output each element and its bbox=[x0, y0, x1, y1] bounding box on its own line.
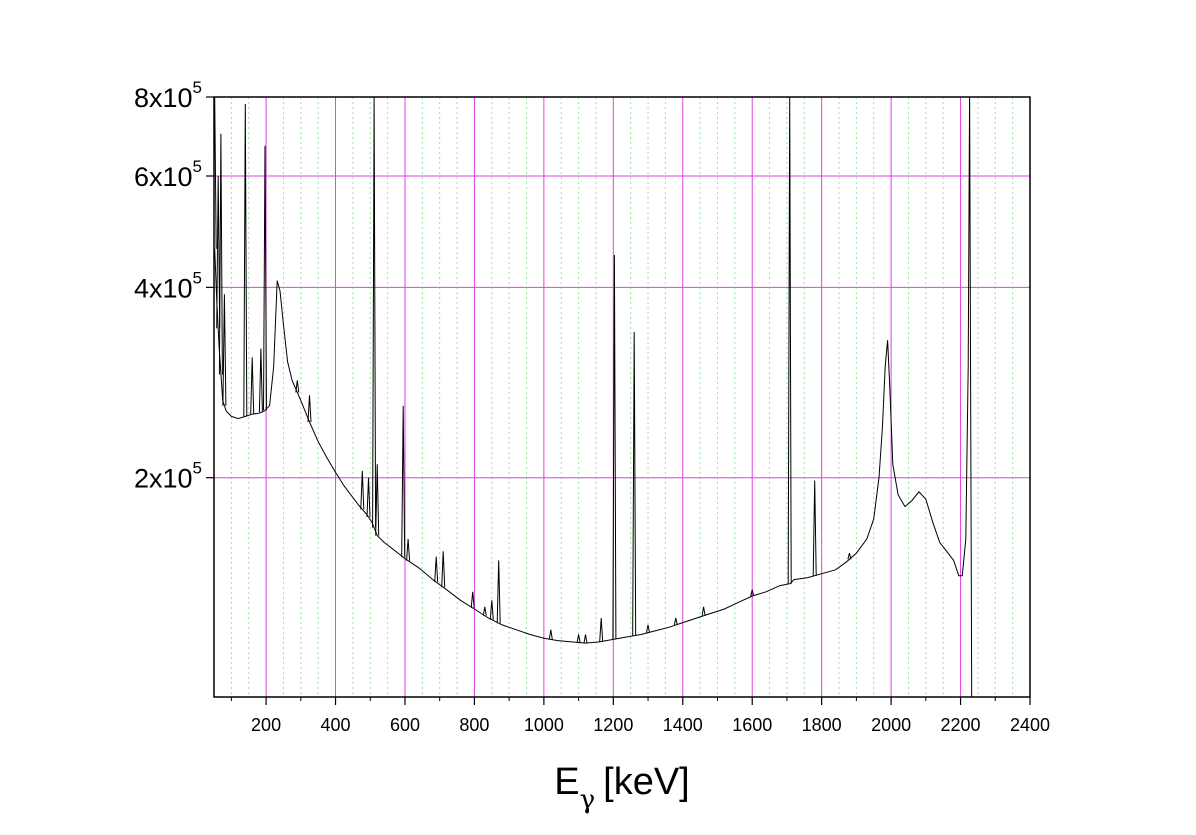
x-tick-label: 1200 bbox=[593, 715, 633, 735]
x-tick-label: 2000 bbox=[871, 715, 911, 735]
spectrum-peak bbox=[612, 254, 617, 640]
x-tick-label: 2200 bbox=[941, 715, 981, 735]
spectrum-peak bbox=[576, 634, 581, 643]
spectrum-peak bbox=[218, 133, 223, 375]
x-axis-label: Eγ [keV] bbox=[554, 761, 690, 815]
spectrum-peak bbox=[243, 103, 248, 417]
y-tick-label: 4x105 bbox=[134, 268, 202, 303]
plot-area bbox=[214, 97, 973, 697]
spectrum-peak bbox=[701, 606, 706, 616]
x-tick-label: 800 bbox=[459, 715, 489, 735]
major-grid bbox=[214, 97, 1030, 697]
spectrum-peak bbox=[548, 629, 553, 640]
spectrum-peak bbox=[847, 552, 852, 560]
spectrum-peak bbox=[441, 551, 446, 588]
spectrum-peak bbox=[360, 470, 365, 510]
x-axis-ticks: 200 400 600 800 1000 1200 1400 1600 1800 2000 2200… bbox=[230, 697, 1050, 735]
spectrum-peak bbox=[812, 480, 817, 576]
spectrum-peak bbox=[406, 538, 411, 561]
x-tick-label: 1600 bbox=[732, 715, 772, 735]
y-tick-label: 8x105 bbox=[134, 78, 202, 113]
spectrum-peak bbox=[307, 395, 312, 423]
spectrum-peak bbox=[222, 294, 227, 406]
spectrum-peak bbox=[646, 624, 650, 633]
spectrum-series-line bbox=[214, 97, 973, 697]
spectrum-peaks bbox=[214, 97, 852, 644]
y-tick-label: 2x105 bbox=[134, 459, 202, 494]
spectrum-peak bbox=[401, 405, 406, 558]
spectrum-peak bbox=[599, 617, 604, 642]
spectrum-peak bbox=[263, 145, 267, 411]
spectrum-peak bbox=[366, 477, 371, 518]
spectrum-peak bbox=[295, 380, 300, 393]
x-tick-label: 600 bbox=[390, 715, 420, 735]
x-tick-label: 1800 bbox=[802, 715, 842, 735]
spectrum-peak bbox=[434, 556, 439, 583]
x-tick-label: 200 bbox=[251, 715, 281, 735]
x-tick-label: 2400 bbox=[1010, 715, 1050, 735]
spectrum-peak bbox=[750, 589, 755, 597]
spectrum-peak bbox=[496, 560, 501, 624]
spectrum-peak bbox=[216, 175, 221, 329]
minor-grid bbox=[230, 97, 1014, 697]
spectrum-peak bbox=[787, 97, 792, 584]
spectrum-peak bbox=[372, 97, 377, 528]
spectrum-peak bbox=[258, 348, 263, 413]
spectrum-peak bbox=[489, 600, 494, 620]
spectrum-peak bbox=[250, 357, 255, 415]
x-tick-label: 400 bbox=[321, 715, 351, 735]
spectrum-peak bbox=[482, 606, 487, 616]
spectrum-peak bbox=[632, 331, 637, 636]
spectrum-peak bbox=[470, 591, 475, 608]
plot-frame bbox=[213, 96, 1031, 698]
spectrum-peak bbox=[214, 97, 217, 250]
spectrum-peak bbox=[673, 617, 678, 626]
y-tick-label: 6x105 bbox=[134, 157, 202, 192]
x-tick-label: 1400 bbox=[663, 715, 703, 735]
x-tick-label: 1000 bbox=[524, 715, 564, 735]
y-axis-ticks: 2x105 4x105 6x105 8x105 bbox=[134, 78, 214, 494]
spectrum-peak bbox=[375, 464, 380, 536]
spectrum-peak bbox=[583, 634, 588, 644]
